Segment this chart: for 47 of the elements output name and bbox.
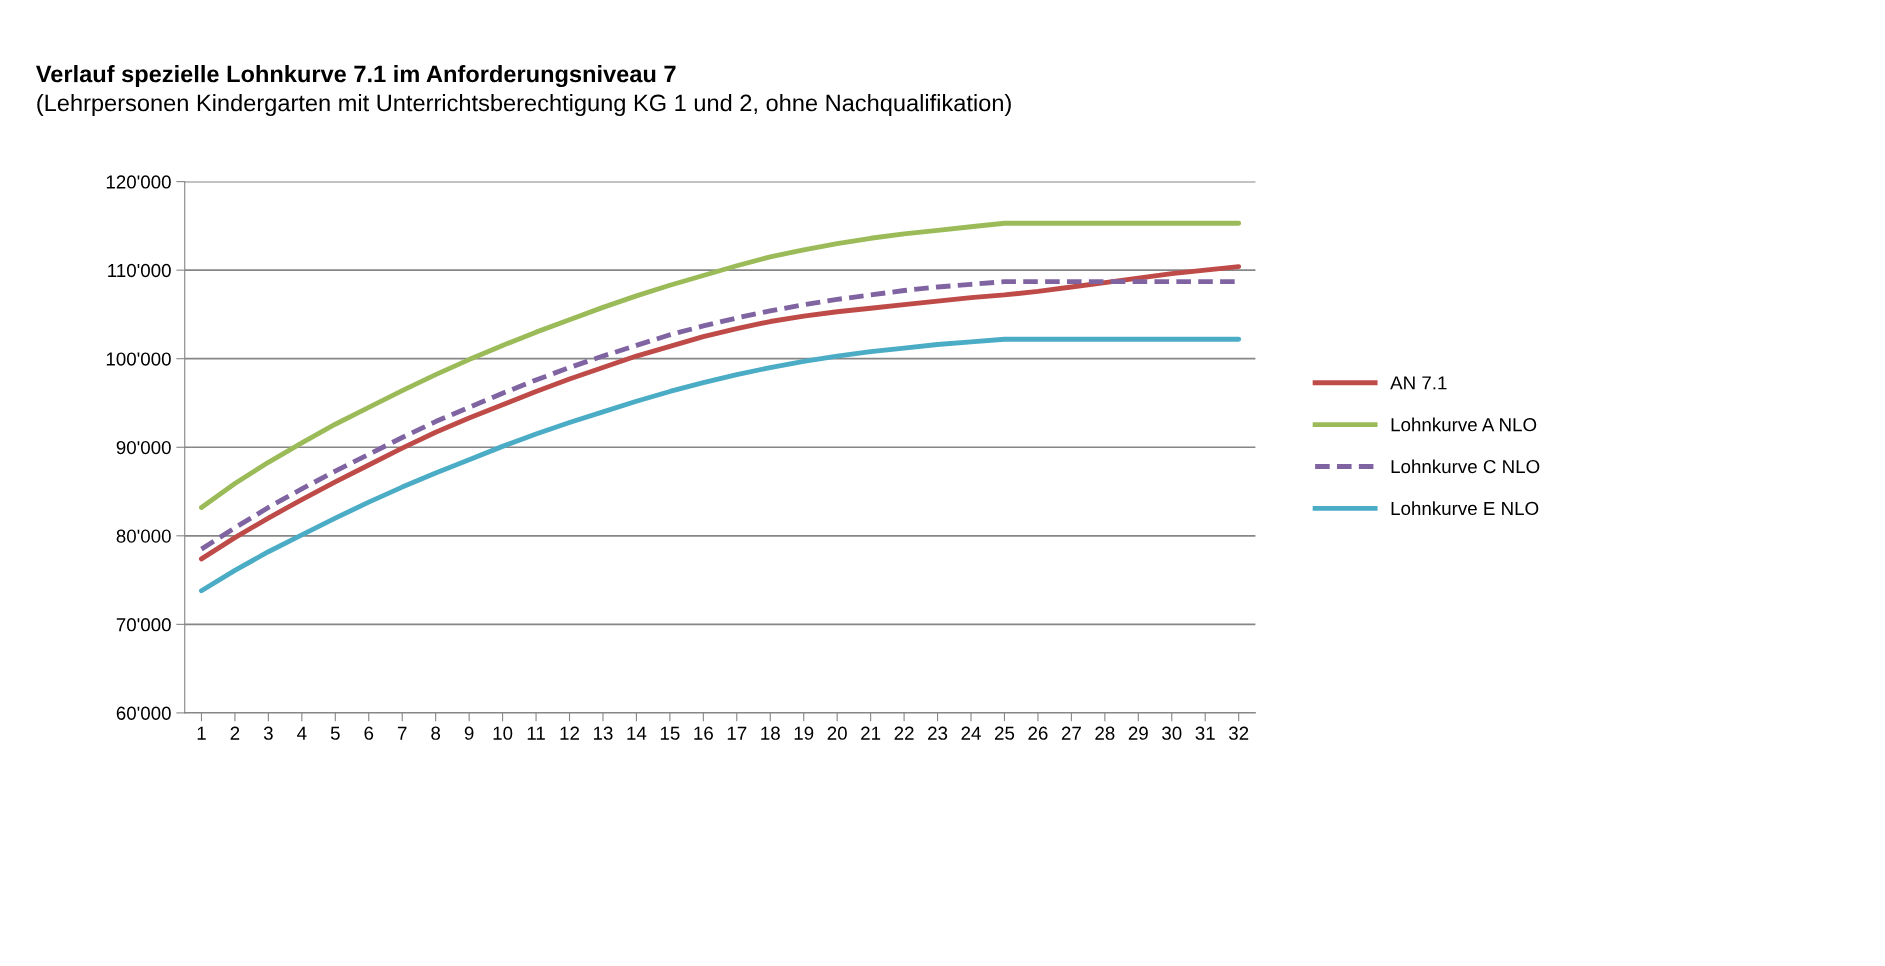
y-tick-label: 110'000 [108, 263, 171, 278]
x-tick-label: 2 [230, 726, 240, 740]
legend-label: AN 7.1 [1390, 376, 1447, 390]
x-tick-label: 15 [660, 726, 680, 740]
legend-label: Lohnkurve A NLO [1391, 417, 1537, 432]
x-tick-label: 25 [994, 726, 1015, 740]
x-tick-label: 32 [1228, 726, 1249, 740]
x-tick-label: 3 [263, 726, 273, 740]
x-tick-label: 24 [961, 726, 981, 740]
x-tick-label: 1 [197, 726, 206, 740]
legend-label: Lohnkurve C NLO [1391, 459, 1540, 474]
legend-label: Lohnkurve E NLO [1391, 501, 1539, 516]
x-tick-label: 29 [1128, 726, 1148, 740]
x-tick-label: 28 [1095, 726, 1115, 740]
y-tick-label: 70'000 [116, 618, 171, 632]
x-tick-label: 27 [1061, 726, 1081, 740]
x-tick-label: 21 [861, 726, 881, 740]
chart-title: Verlauf spezielle Lohnkurve 7.1 im Anforderungsniveau 7 [35, 65, 676, 88]
x-tick-label: 22 [894, 726, 914, 740]
y-tick-label: 80'000 [116, 529, 171, 543]
y-tick-label: 120'000 [106, 175, 171, 189]
x-tick-label: 10 [493, 726, 513, 740]
chart-subtitle: (Lehrpersonen Kindergarten mit Unterrichtsberechtigung KG 1 und 2, ohne Nachqualifikation) [37, 93, 1011, 116]
line-series [199, 220, 1242, 510]
x-tick-label: 5 [330, 726, 340, 740]
line-series [199, 336, 1242, 594]
y-tick-label: 90'000 [116, 440, 171, 455]
x-tick-label: 12 [560, 726, 579, 740]
x-tick-label: 30 [1162, 726, 1182, 740]
x-tick-label: 7 [397, 726, 407, 740]
x-tick-label: 13 [593, 726, 613, 740]
y-tick-label: 100'000 [106, 352, 171, 366]
x-tick-label: 4 [297, 726, 307, 740]
x-tick-label: 16 [694, 726, 713, 740]
x-tick-label: 9 [464, 726, 474, 740]
x-tick-label: 6 [364, 726, 374, 740]
x-tick-label: 18 [761, 726, 780, 740]
x-tick-label: 19 [794, 726, 814, 740]
x-tick-label: 14 [627, 726, 647, 740]
x-tick-label: 31 [1195, 726, 1215, 740]
x-tick-label: 8 [431, 726, 441, 740]
x-tick-label: 20 [827, 726, 847, 740]
x-tick-label: 23 [928, 726, 948, 740]
x-tick-label: 26 [1028, 726, 1048, 740]
y-tick-label: 60'000 [116, 706, 171, 720]
x-tick-label: 11 [527, 726, 545, 740]
x-tick-label: 17 [727, 726, 747, 740]
